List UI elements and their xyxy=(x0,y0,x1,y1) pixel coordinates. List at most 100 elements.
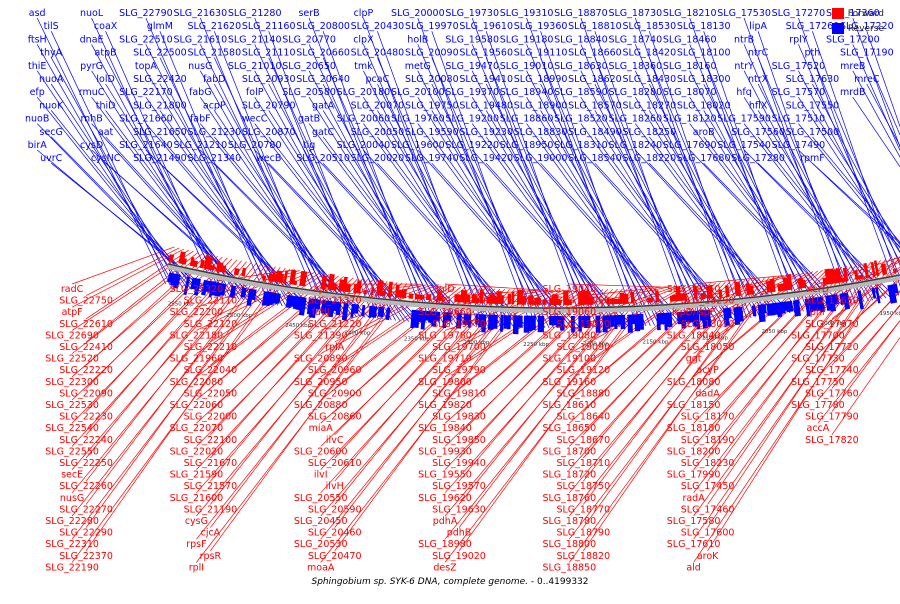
forward-gene-label: SLG_19090 xyxy=(556,342,610,353)
forward-gene-label: SLG_22530 xyxy=(45,400,99,411)
scale-tick-label: 2400 kbp xyxy=(344,331,370,337)
forward-gene-label: SLG_22060 xyxy=(170,400,224,411)
reverse-gene-label: metG xyxy=(405,61,431,72)
reverse-gene-label: secG xyxy=(40,127,63,138)
reverse-gene-label: SLG_21800 xyxy=(133,100,187,111)
forward-gene-label: SLG_22540 xyxy=(45,423,99,434)
reverse-gene-label: SLG_20060 xyxy=(337,114,391,125)
reverse-gene-label: lipA xyxy=(749,21,767,32)
forward-gene-label: SLG_22040 xyxy=(184,365,238,376)
reverse-gene-label: SLG_18310 xyxy=(554,140,608,151)
reverse-gene-label: nuoL xyxy=(80,8,104,19)
reverse-gene-label: SLG_19010 xyxy=(500,61,554,72)
reverse-gene-mark xyxy=(378,307,385,317)
reverse-gene-label: tmk xyxy=(354,61,373,72)
forward-gene-mark xyxy=(508,294,512,305)
reverse-gene-label: SLG_17560 xyxy=(731,127,785,138)
forward-gene-label: SLG_22080 xyxy=(170,377,224,388)
forward-gene-label: SLG_19780 xyxy=(418,330,472,341)
forward-gene-label: SLG_18050 xyxy=(681,342,735,353)
forward-gene-label: SLG_19070 xyxy=(556,319,610,330)
forward-gene-label: SLG_17700 xyxy=(791,330,845,341)
reverse-gene-label: SLG_19560 xyxy=(459,48,513,59)
reverse-gene-label: SLG_22510 xyxy=(119,34,173,45)
reverse-gene-label: pyrG xyxy=(80,61,103,72)
reverse-gene-label: SLG_18220 xyxy=(622,153,676,164)
forward-gene-label: SLG_22270 xyxy=(59,504,113,515)
forward-gene-label: SLG_22020 xyxy=(170,446,224,457)
forward-gene-label: ald xyxy=(686,562,701,573)
forward-gene-mark xyxy=(418,295,424,300)
reverse-gene-label: tig xyxy=(303,140,315,151)
forward-gene-label: SLG_19770 xyxy=(432,319,486,330)
reverse-gene-label: SLG_18840 xyxy=(554,34,608,45)
reverse-gene-label: holB xyxy=(407,34,428,45)
reverse-gene-mark xyxy=(386,308,391,321)
reverse-gene-label: thyA xyxy=(40,48,62,59)
reverse-gene-mark xyxy=(516,316,522,328)
reverse-gene-label: SLG_17630 xyxy=(786,74,840,85)
reverse-gene-label: SLG_18590 xyxy=(554,87,608,98)
reverse-gene-label: SLG_17680 xyxy=(677,153,731,164)
forward-gene-label: SLG_22190 xyxy=(45,562,99,573)
reverse-gene-label: pth xyxy=(805,48,821,59)
forward-gene-label: phr xyxy=(810,307,826,318)
forward-gene-label: SLG_17990 xyxy=(667,470,721,481)
forward-gene-mark xyxy=(623,294,629,304)
reverse-gene-label: SLG_18280 xyxy=(608,87,662,98)
reverse-gene-label: SLG_18120 xyxy=(663,114,717,125)
reverse-gene-label: SLG_17540 xyxy=(717,140,771,151)
forward-gene-label: SLG_18980 xyxy=(418,539,472,550)
forward-gene-label: moaA xyxy=(307,562,335,573)
reverse-gene-label: SLG_21660 xyxy=(119,114,173,125)
reverse-gene-label: SLG_17190 xyxy=(840,48,894,59)
forward-gene-label: SLG_19940 xyxy=(432,458,486,469)
reverse-gene-label: ntrC xyxy=(748,48,769,59)
reverse-gene-label: SLG_18950 xyxy=(500,140,554,151)
reverse-gene-label: SLG_19740 xyxy=(405,153,459,164)
reverse-gene-label: SLG_19730 xyxy=(445,8,499,19)
reverse-gene-label: topA xyxy=(135,61,158,72)
forward-gene-label: SLG_19550 xyxy=(418,470,472,481)
reverse-gene-label: SLG_20930 xyxy=(242,74,296,85)
reverse-gene-label: SLG_18260 xyxy=(608,114,662,125)
forward-gene-mark xyxy=(209,265,215,271)
reverse-gene-label: SLG_21140 xyxy=(228,34,282,45)
forward-gene-label: nusG xyxy=(60,493,84,504)
forward-gene-label: SLG_22220 xyxy=(59,365,113,376)
forward-gene-label: SLG_18610 xyxy=(542,400,596,411)
forward-gene-label: SLG_21570 xyxy=(184,481,238,492)
forward-gene-mark xyxy=(881,263,888,275)
forward-gene-label: SLG_17610 xyxy=(667,539,721,550)
reverse-gene-mark xyxy=(532,316,536,330)
reverse-gene-label: coaX xyxy=(94,21,118,32)
forward-gene-label: SLG_21390 xyxy=(294,330,348,341)
forward-gene-label: SLG_18200 xyxy=(667,446,721,457)
reverse-gene-label: SLG_18860 xyxy=(500,114,554,125)
reverse-gene-label: SLG_21620 xyxy=(187,21,241,32)
reverse-gene-label: SLG_19110 xyxy=(514,48,568,59)
reverse-color-swatch xyxy=(832,23,844,34)
figure-caption: Sphingobium sp. SYK-6 DNA, complete geno… xyxy=(0,577,900,587)
reverse-gene-label: SLG_19750 xyxy=(405,100,459,111)
forward-gene-label: SLG_19050 xyxy=(556,296,610,307)
forward-gene-label: ispD/ispF xyxy=(672,307,715,318)
forward-gene-label: SLG_20460 xyxy=(308,528,362,539)
reverse-gene-label: aat xyxy=(98,127,114,138)
forward-gene-label: rpsF xyxy=(186,539,206,550)
forward-gene-label: SLG_18790 xyxy=(556,528,610,539)
scale-tick-label: 1950 kbp xyxy=(879,311,900,317)
forward-gene-label: SLG_22290 xyxy=(59,528,113,539)
forward-gene-label: fadJ xyxy=(312,307,330,318)
forward-gene-mark xyxy=(426,294,431,300)
forward-gene-label: SLG_19570 xyxy=(432,481,486,492)
forward-gene-label: SLG_19660 xyxy=(418,307,472,318)
reverse-gene-label: efp xyxy=(30,87,45,98)
reverse-gene-label: SLG_20000 xyxy=(391,8,445,19)
forward-gene-label: SLG_22370 xyxy=(59,551,113,562)
forward-gene-label: SLG_17600 xyxy=(681,528,735,539)
reverse-gene-label: SLG_17690 xyxy=(663,140,717,151)
reverse-gene-label: asd xyxy=(29,8,46,19)
reverse-gene-label: SLG_20580 xyxy=(282,87,336,98)
forward-gene-label: SLG_22110 xyxy=(184,296,238,307)
